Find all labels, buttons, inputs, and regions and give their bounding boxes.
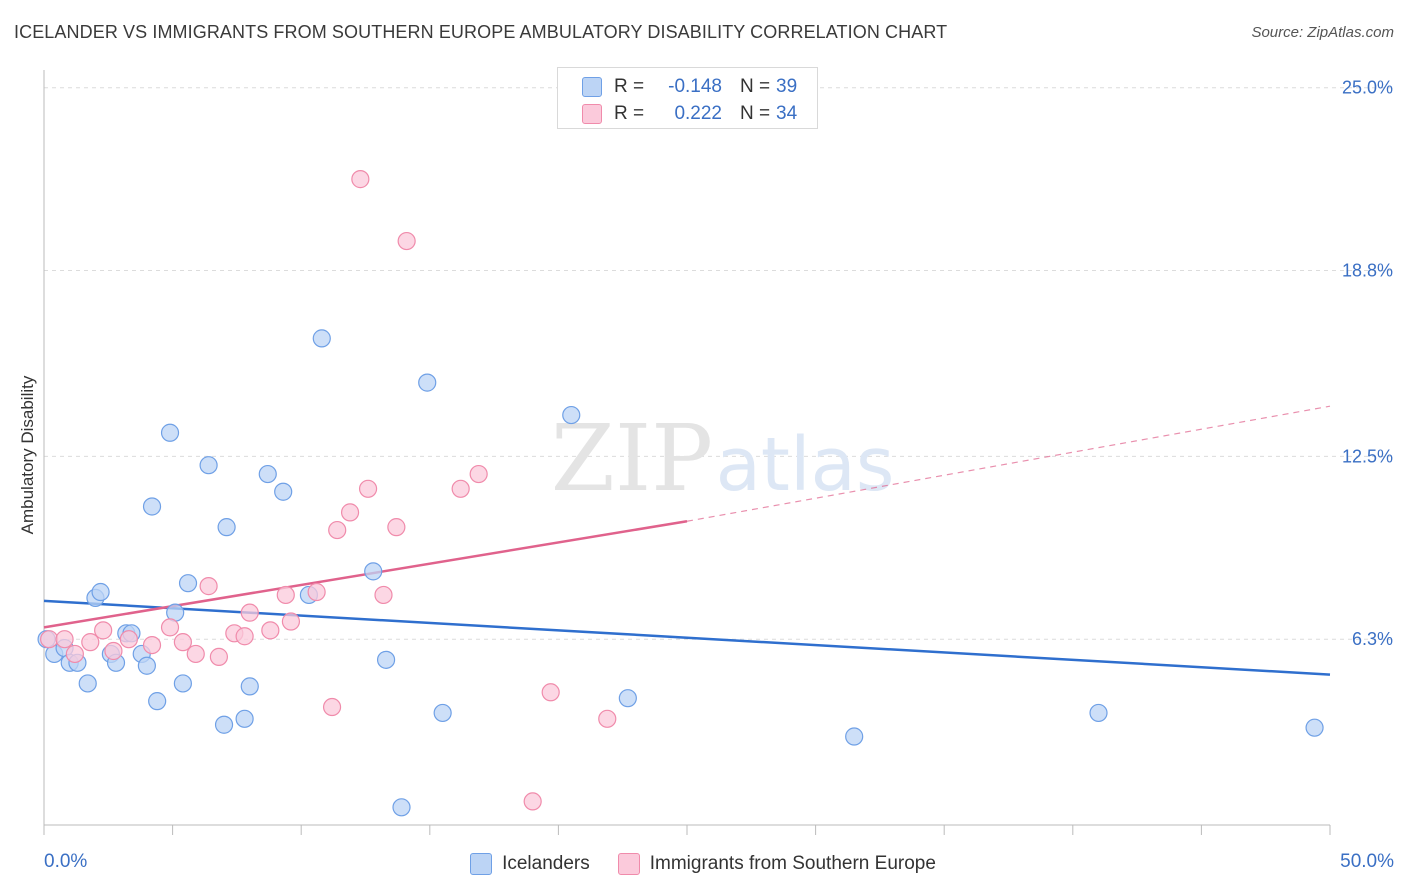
legend-label-icelanders: Icelanders (502, 853, 590, 874)
y-axis-label: Ambulatory Disability (18, 375, 37, 535)
immigrant-point (374, 585, 393, 605)
legend-row-icelanders: R = -0.148 N = 39 (582, 74, 797, 100)
y-tick-label: 12.5% (1342, 446, 1393, 466)
icelander-point (148, 692, 167, 711)
y-tick-label: 6.3% (1352, 629, 1393, 649)
icelander-point (312, 329, 331, 348)
immigrant-point (235, 627, 254, 646)
series-legend: Icelanders Immigrants from Southern Euro… (0, 851, 1406, 877)
legend-row-immigrants: R = 0.222 N = 34 (582, 101, 797, 127)
immigrant-point (173, 633, 192, 652)
icelander-point (214, 715, 234, 734)
immigrant-point (209, 647, 228, 666)
n-label: N = (740, 76, 771, 97)
chart-title: ICELANDER VS IMMIGRANTS FROM SOUTHERN EU… (14, 22, 948, 42)
r-label: R = (614, 103, 645, 124)
icelander-point (618, 689, 637, 708)
y-tick-labels: 25.0% 18.8% 12.5% 6.3% (1342, 78, 1393, 650)
immigrant-point (523, 792, 542, 811)
immigrant-point (276, 585, 295, 605)
immigrant-point (307, 582, 326, 602)
icelander-point (178, 574, 198, 593)
legend-swatch-icelanders (470, 853, 493, 875)
icelander-point (364, 562, 383, 581)
watermark-atlas: atlas (716, 422, 895, 508)
icelander-point (217, 518, 236, 537)
legend-swatch-immigrants (617, 853, 640, 875)
n-value: 34 (776, 103, 798, 124)
icelander-point (1089, 703, 1108, 723)
n-label: N = (740, 103, 771, 124)
chart-source: Source: ZipAtlas.com (1251, 24, 1394, 41)
immigrant-point (104, 641, 123, 661)
immigrant-point (322, 697, 342, 717)
icelander-point (274, 482, 293, 501)
n-value: 39 (776, 76, 798, 97)
icelander-point (142, 497, 162, 516)
r-label: R = (614, 76, 645, 97)
immigrant-point (261, 621, 280, 640)
x-tick-label-min: 0.0% (44, 851, 88, 872)
icelander-point (160, 423, 180, 442)
legend-swatch-icelanders (582, 77, 602, 97)
immigrant-point (351, 170, 370, 189)
immigrant-point (65, 644, 84, 664)
immigrant-point (240, 603, 259, 622)
icelander-point (235, 709, 254, 728)
icelander-point (137, 656, 156, 675)
legend-swatch-immigrants (582, 104, 602, 124)
icelander-point (418, 373, 437, 392)
legend-label-immigrants: Immigrants from Southern Europe (649, 853, 936, 874)
immigrant-point (81, 633, 100, 652)
icelander-point (1305, 718, 1324, 737)
r-value: -0.148 (668, 76, 722, 97)
r-value: 0.222 (674, 103, 722, 124)
immigrant-point (55, 630, 74, 649)
immigrant-point (451, 479, 470, 498)
y-tick-label: 25.0% (1342, 78, 1393, 98)
immigrant-point (387, 518, 406, 537)
x-tick-label-max: 50.0% (1340, 851, 1394, 872)
immigrant-point (281, 612, 301, 631)
immigrant-point (328, 520, 347, 540)
icelander-point (392, 798, 411, 817)
y-tick-label: 18.8% (1342, 261, 1393, 281)
immigrant-point (469, 464, 488, 484)
immigrant-point (94, 621, 113, 640)
legend-item-immigrants: Immigrants from Southern Europe (617, 853, 936, 875)
icelander-point (376, 650, 396, 669)
watermark-zip: ZIP (551, 405, 713, 512)
immigrant-point (397, 231, 416, 251)
immigrant-point (598, 709, 617, 728)
data-points (37, 170, 1324, 817)
icelander-point (78, 674, 97, 693)
immigrant-point (119, 630, 138, 649)
axes (43, 70, 1331, 835)
immigrant-point (340, 503, 360, 522)
grid-lines (44, 87, 1392, 640)
icelander-point (845, 727, 864, 746)
icelander-point (258, 464, 277, 484)
icelander-point (433, 703, 452, 723)
icelander-point (199, 456, 218, 475)
icelander-point (562, 405, 581, 425)
immigrant-point (199, 577, 218, 596)
immigrant-point (142, 635, 162, 655)
trend-line-extension-1 (686, 405, 1331, 522)
immigrant-point (186, 644, 205, 664)
icelander-point (173, 674, 192, 693)
immigrant-point (358, 479, 378, 498)
immigrant-point (160, 618, 180, 637)
legend-item-icelanders: Icelanders (470, 853, 590, 875)
watermark: ZIP atlas (551, 405, 895, 512)
immigrant-point (40, 630, 59, 649)
correlation-legend: R = -0.148 N = 39 R = 0.222 N = 34 (557, 67, 818, 129)
icelander-point (91, 582, 110, 602)
icelander-point (240, 677, 259, 696)
immigrant-point (541, 683, 560, 702)
